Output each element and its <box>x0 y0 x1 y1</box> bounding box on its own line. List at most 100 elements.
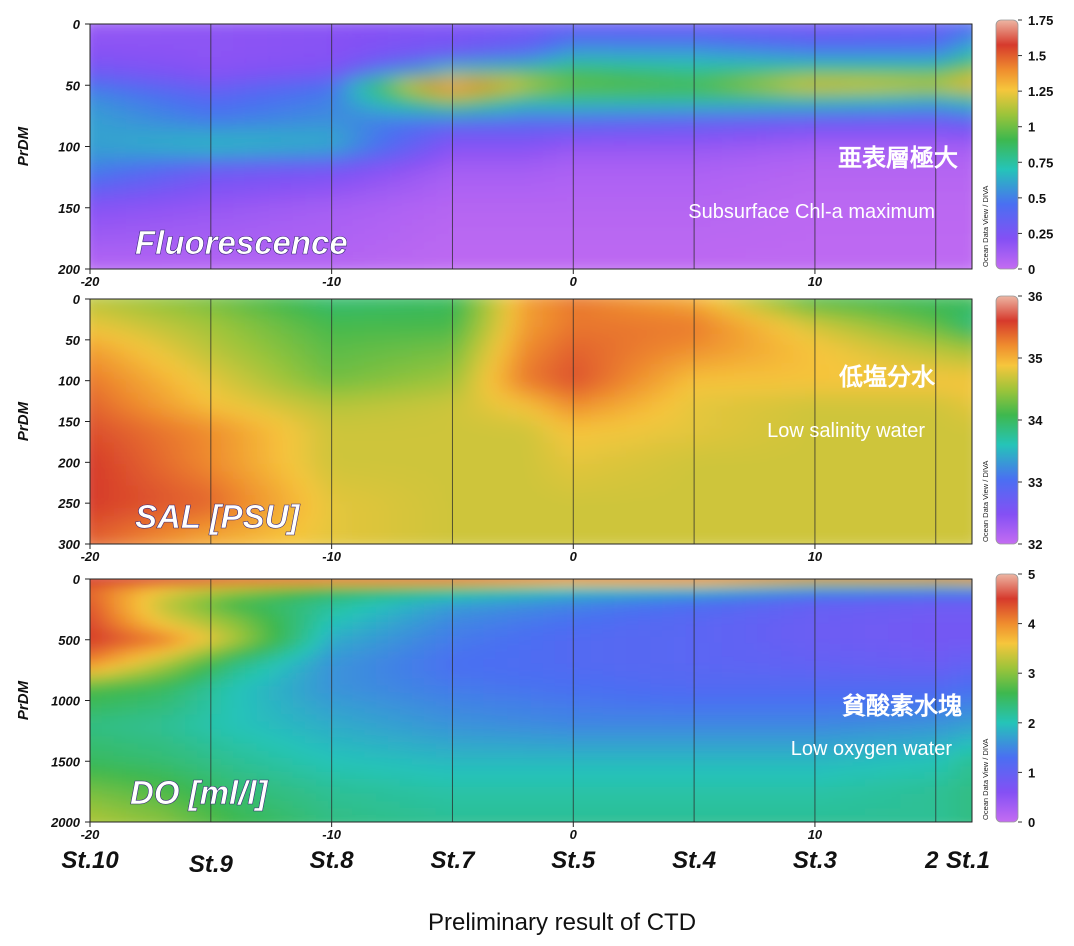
heatmap-cell <box>280 428 294 437</box>
heatmap-cell <box>125 306 139 315</box>
heatmap-cell <box>733 435 747 444</box>
heatmap-cell <box>233 342 246 351</box>
heatmap-cell <box>781 88 795 97</box>
heatmap-cell <box>709 414 723 423</box>
heatmap-cell <box>149 486 163 495</box>
heatmap-cell <box>161 175 175 184</box>
heatmap-cell <box>149 313 163 322</box>
heatmap-cell <box>960 88 972 97</box>
heatmap-cell <box>101 247 115 256</box>
heatmap-cell <box>542 196 556 205</box>
heatmap-cell <box>280 313 294 322</box>
heatmap-cell <box>685 24 699 33</box>
heatmap-cell <box>280 211 294 220</box>
heatmap-cell <box>483 421 497 430</box>
heatmap-cell <box>626 327 640 336</box>
heatmap-cell <box>233 139 246 148</box>
heatmap-cell <box>531 60 544 69</box>
heatmap-cell <box>757 60 771 69</box>
heatmap-cell <box>757 464 771 473</box>
heatmap-cell <box>578 247 592 256</box>
heatmap-cell <box>209 153 222 162</box>
heatmap-cell <box>554 356 568 365</box>
heatmap-cell <box>495 168 508 177</box>
heatmap-cell <box>900 378 914 387</box>
heatmap-cell <box>948 204 961 213</box>
heatmap-cell <box>364 204 377 213</box>
heatmap-cell <box>507 132 520 141</box>
heatmap-cell <box>137 327 151 336</box>
heatmap-cell <box>626 306 640 315</box>
heatmap-cell <box>90 204 103 213</box>
heatmap-cell <box>554 479 568 488</box>
heatmap-cell <box>233 327 246 336</box>
heatmap-cell <box>924 232 938 241</box>
heatmap-cell <box>292 450 306 459</box>
heatmap-cell <box>554 306 568 315</box>
heatmap-cell <box>101 320 115 329</box>
x-tick-label: -10 <box>322 274 342 289</box>
heatmap-cell <box>376 342 389 351</box>
heatmap-cell <box>268 371 282 380</box>
heatmap-cell <box>638 269 651 277</box>
heatmap-cell <box>423 486 437 495</box>
heatmap-cell <box>805 139 818 148</box>
heatmap-cell <box>471 486 485 495</box>
heatmap-cell <box>805 240 818 249</box>
heatmap-cell <box>399 124 413 133</box>
heatmap-cell <box>542 218 556 227</box>
heatmap-cell <box>137 349 151 358</box>
heatmap-cell <box>244 471 258 480</box>
heatmap-cell <box>781 204 795 213</box>
heatmap-cell <box>948 457 961 466</box>
heatmap-cell <box>447 313 461 322</box>
heatmap-cell <box>292 428 306 437</box>
heatmap-cell <box>531 269 544 277</box>
heatmap-cell <box>531 117 544 126</box>
heatmap-cell <box>936 81 949 90</box>
heatmap-cell <box>304 196 318 205</box>
heatmap-cell <box>817 299 830 308</box>
heatmap-cell <box>304 486 318 495</box>
heatmap-cell <box>90 443 103 452</box>
heatmap-cell <box>757 269 770 277</box>
heatmap-cell <box>721 486 735 495</box>
heatmap-cell <box>626 182 640 191</box>
heatmap-cell <box>161 124 175 133</box>
heatmap-cell <box>316 392 330 401</box>
heatmap-cell <box>364 60 377 69</box>
heatmap-cell <box>507 225 520 234</box>
heatmap-cell <box>542 327 556 336</box>
heatmap-cell <box>328 306 342 315</box>
heatmap-cell <box>614 103 628 112</box>
heatmap-cell <box>972 154 985 162</box>
heatmap-cell <box>924 428 938 437</box>
heatmap-cell <box>471 103 485 112</box>
heatmap-cell <box>113 52 127 61</box>
heatmap-cell <box>340 327 354 336</box>
heatmap-cell <box>960 132 972 141</box>
heatmap-cell <box>471 356 485 365</box>
heatmap-cell <box>626 371 640 380</box>
heatmap-cell <box>936 479 949 488</box>
heatmap-cell <box>578 24 592 33</box>
heatmap-cell <box>912 74 926 83</box>
heatmap-cell <box>399 196 413 205</box>
heatmap-cell <box>399 81 413 90</box>
heatmap-cell <box>304 232 318 241</box>
heatmap-cell <box>817 204 830 213</box>
heatmap-cell <box>721 450 735 459</box>
heatmap-cell <box>817 45 830 54</box>
heatmap-cell <box>149 378 163 387</box>
heatmap-cell <box>268 24 282 33</box>
heatmap-cell <box>352 139 365 148</box>
heatmap-cell <box>936 168 949 177</box>
heatmap-cell <box>781 225 795 234</box>
heatmap-cell <box>173 363 187 372</box>
heatmap-cell <box>602 371 616 380</box>
heatmap-cell <box>852 31 866 40</box>
heatmap-cell <box>221 435 234 444</box>
heatmap-cell <box>411 189 425 198</box>
heatmap-cell <box>685 124 699 133</box>
heatmap-cell <box>459 247 473 256</box>
